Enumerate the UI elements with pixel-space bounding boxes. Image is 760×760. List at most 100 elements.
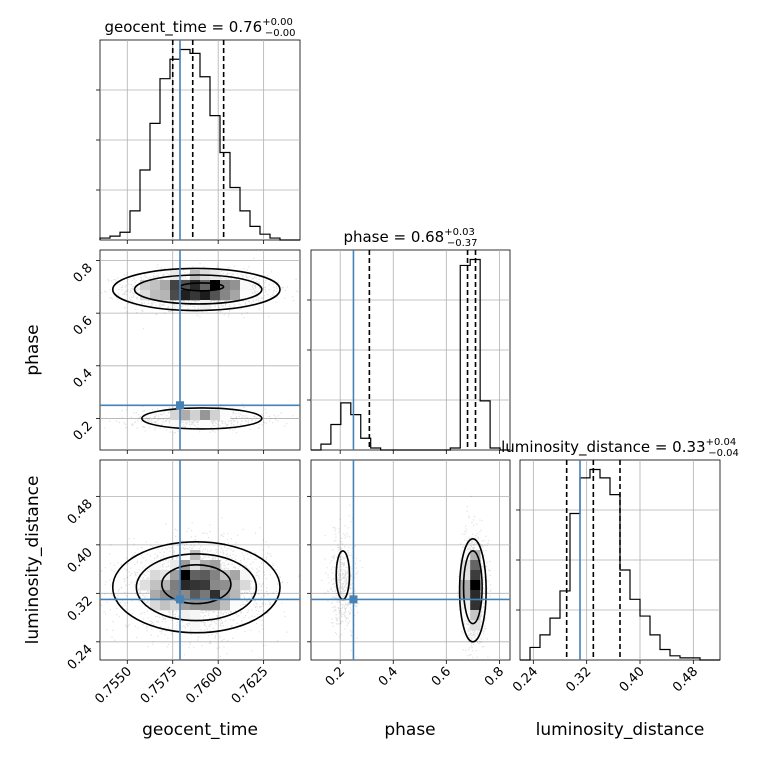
phase_vs_geocent_time-density-cell bbox=[170, 410, 181, 421]
luminosity_distance-ytick-label-3: 0.48 bbox=[65, 497, 96, 528]
luminosity_distance-ytick-label-2: 0.40 bbox=[65, 545, 96, 576]
luminosity_distance-title-value: luminosity_distance = 0.33 bbox=[501, 438, 705, 457]
luminosity_distance_vs_geocent_time-density-cell bbox=[220, 580, 231, 591]
luminosity_distance_vs_geocent_time-density-cell bbox=[220, 570, 231, 581]
luminosity_distance-xtick-label-1: 0.32 bbox=[563, 664, 594, 695]
luminosity_distance_vs_geocent_time-density-cell bbox=[210, 570, 221, 581]
luminosity_distance_vs_geocent_time-density-cell bbox=[190, 590, 201, 601]
luminosity_distance_vs_geocent_time-density-cell bbox=[150, 600, 161, 611]
geocent_time-xtick-label-3: 0.7625 bbox=[229, 664, 272, 707]
luminosity_distance_vs_geocent_time-density-cell bbox=[210, 580, 221, 591]
phase_vs_geocent_time-density-cell bbox=[210, 280, 221, 291]
geocent_time-xtick-label-2: 0.7600 bbox=[183, 664, 226, 707]
luminosity_distance_vs_geocent_time-density-cell bbox=[230, 590, 241, 601]
phase_vs_geocent_time-density-cell bbox=[180, 280, 191, 291]
luminosity_distance_vs_geocent_time-density-cell bbox=[180, 600, 191, 611]
phase_vs_geocent_time-density-cell bbox=[180, 290, 191, 301]
phase-xtick-label-3: 0.8 bbox=[482, 664, 507, 689]
luminosity_distance_vs_phase-density-cell bbox=[460, 590, 471, 601]
luminosity_distance_vs_geocent_time-density-cell bbox=[220, 600, 231, 611]
luminosity_distance_vs_phase-density-cell bbox=[470, 600, 481, 611]
phase-xtick-label-2: 0.6 bbox=[429, 664, 454, 689]
phase_vs_geocent_time-contour-0-1 bbox=[133, 274, 263, 305]
phase_vs_geocent_time-density-cell bbox=[190, 290, 201, 301]
phase_vs_geocent_time-density-cell bbox=[180, 410, 191, 421]
plot-layer bbox=[96, 39, 721, 664]
luminosity_distance_vs_geocent_time-density-cell bbox=[190, 570, 201, 581]
luminosity_distance_vs_geocent_time-density-cell bbox=[230, 580, 241, 591]
phase_vs_geocent_time-data bbox=[100, 250, 300, 450]
phase_vs_geocent_time-density-cell bbox=[230, 290, 241, 301]
luminosity_distance_vs_geocent_time-density-cell bbox=[160, 590, 171, 601]
luminosity_distance_vs_geocent_time-density-cell bbox=[180, 610, 191, 621]
phase_vs_geocent_time-density-cell bbox=[150, 290, 161, 301]
luminosity_distance_vs_phase-density-cell bbox=[470, 580, 481, 591]
phase-ytick-label-2: 0.6 bbox=[71, 313, 96, 338]
luminosity_distance-title-lower: −0.04 bbox=[708, 448, 739, 459]
luminosity_distance-histogram bbox=[520, 468, 720, 661]
phase_vs_geocent_time-density-cell bbox=[170, 420, 181, 431]
phase_vs_geocent_time-panel bbox=[96, 249, 301, 454]
phase_vs_geocent_time-density-cell bbox=[200, 300, 211, 311]
luminosity_distance_vs_geocent_time-density-cell bbox=[200, 590, 211, 601]
luminosity_distance_vs_geocent_time-contour-0-1 bbox=[135, 553, 258, 622]
luminosity_distance_vs_geocent_time-density-cell bbox=[190, 610, 201, 621]
luminosity_distance_vs_geocent_time-density-cell bbox=[240, 570, 251, 581]
phase_vs_geocent_time-density-cell bbox=[220, 280, 231, 291]
phase-xtick-label-0: 0.2 bbox=[323, 664, 348, 689]
phase_vs_geocent_time-frame bbox=[99, 249, 301, 451]
luminosity_distance_vs_phase-density-cell bbox=[470, 570, 481, 581]
luminosity_distance_vs_geocent_time-density-cell bbox=[200, 570, 211, 581]
luminosity_distance_vs_geocent_time-density-cell bbox=[200, 580, 211, 591]
luminosity_distance_vs_geocent_time-frame bbox=[99, 459, 301, 661]
luminosity_distance_vs_phase-density-cell bbox=[460, 550, 471, 561]
luminosity_distance_vs_phase-density-cell bbox=[470, 620, 481, 631]
luminosity_distance_vs_geocent_time-density-cell bbox=[150, 590, 161, 601]
luminosity-distance-y-axis-label: luminosity_distance bbox=[23, 476, 43, 645]
luminosity_distance_vs_geocent_time-density-cell bbox=[170, 580, 181, 591]
phase-ytick-label-3: 0.8 bbox=[71, 261, 96, 286]
luminosity_distance_vs_geocent_time-data bbox=[100, 460, 300, 660]
phase-title: phase = 0.68+0.03 −0.37 bbox=[343, 227, 477, 249]
geocent_time-hist-panel bbox=[96, 39, 301, 244]
luminosity_distance_vs_geocent_time-density-cell bbox=[180, 580, 191, 591]
label-layer: geocent_time = 0.76+0.00 −0.00 phase = 0.6… bbox=[23, 17, 739, 740]
luminosity_distance-ytick-label-0: 0.24 bbox=[65, 642, 96, 673]
luminosity_distance_vs_geocent_time-density-cell bbox=[240, 580, 251, 591]
luminosity_distance_vs_geocent_time-contour-0-0 bbox=[111, 541, 281, 634]
luminosity_distance_vs_geocent_time-density-cell bbox=[160, 600, 171, 611]
luminosity_distance_vs_geocent_time-contour-0-2 bbox=[161, 564, 232, 605]
geocent_time-histogram bbox=[99, 48, 300, 241]
luminosity_distance_vs_geocent_time-density-cell bbox=[170, 600, 181, 611]
phase_vs_geocent_time-density-cell bbox=[200, 280, 211, 291]
luminosity_distance_vs_geocent_time-density-cell bbox=[230, 600, 241, 611]
phase_vs_geocent_time-density-cell bbox=[240, 290, 251, 301]
phase_vs_geocent_time-density-cell bbox=[210, 290, 221, 301]
luminosity_distance_vs_geocent_time-density-cell bbox=[160, 580, 171, 591]
luminosity_distance_vs_geocent_time-density-cell bbox=[170, 560, 181, 571]
phase-xtick-label-1: 0.4 bbox=[376, 664, 401, 689]
geocent_time-x-axis-label: geocent_time bbox=[142, 720, 258, 740]
luminosity_distance_vs_phase-truth-marker bbox=[349, 595, 358, 604]
phase-hist-panel bbox=[307, 249, 511, 454]
luminosity_distance_vs_phase-data bbox=[311, 460, 510, 660]
phase_vs_geocent_time-density-cell bbox=[230, 280, 241, 291]
phase_vs_geocent_time-density-cell bbox=[210, 410, 221, 421]
phase_vs_geocent_time-density-cell bbox=[160, 290, 171, 301]
phase-ytick-label-1: 0.4 bbox=[71, 366, 96, 391]
phase_vs_geocent_time-contour-0-0 bbox=[111, 267, 281, 312]
phase-y-axis-label: phase bbox=[23, 324, 43, 375]
luminosity_distance_vs_geocent_time-density-cell bbox=[190, 550, 201, 561]
luminosity_distance_vs_phase-contour-0-1 bbox=[462, 550, 483, 625]
luminosity_distance-title: luminosity_distance = 0.33+0.04 −0.04 bbox=[501, 437, 739, 459]
phase_vs_geocent_time-density-cell bbox=[150, 280, 161, 291]
luminosity_distance_vs_geocent_time-density-cell bbox=[170, 570, 181, 581]
luminosity_distance_vs_geocent_time-density-cell bbox=[210, 590, 221, 601]
phase-histogram bbox=[311, 258, 510, 451]
phase-title-value: phase = 0.68 bbox=[343, 228, 444, 246]
luminosity_distance_vs_geocent_time-density-cell bbox=[150, 570, 161, 581]
phase-title-upper: +0.03 bbox=[444, 227, 475, 238]
luminosity_distance_vs_phase-density-cell bbox=[470, 550, 481, 561]
phase_vs_geocent_time-density-cell bbox=[220, 410, 231, 421]
geocent_time-xtick-label-1: 0.7575 bbox=[138, 664, 181, 707]
